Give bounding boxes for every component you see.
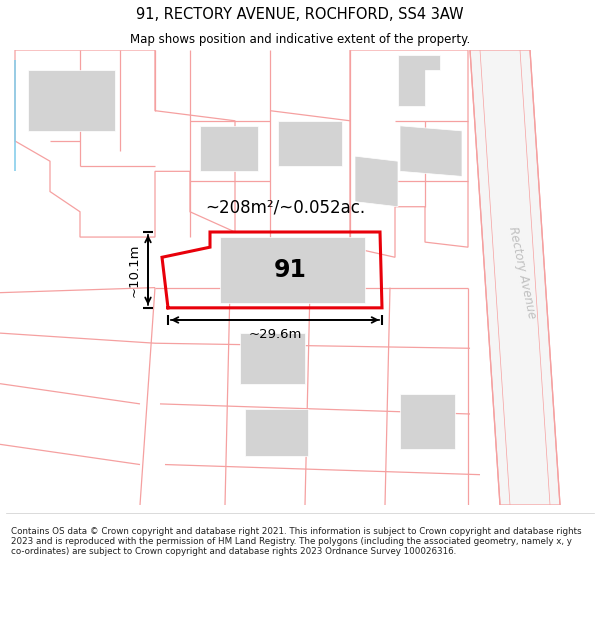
Polygon shape <box>400 126 462 176</box>
Text: 91: 91 <box>274 258 307 282</box>
Text: Map shows position and indicative extent of the property.: Map shows position and indicative extent… <box>130 32 470 46</box>
Polygon shape <box>355 156 398 207</box>
Polygon shape <box>278 121 342 166</box>
Text: Rectory Avenue: Rectory Avenue <box>506 225 538 320</box>
Polygon shape <box>200 126 258 171</box>
Polygon shape <box>350 50 468 258</box>
Polygon shape <box>240 333 305 384</box>
Text: ~10.1m: ~10.1m <box>128 244 141 297</box>
Text: 91, RECTORY AVENUE, ROCHFORD, SS4 3AW: 91, RECTORY AVENUE, ROCHFORD, SS4 3AW <box>136 6 464 21</box>
Polygon shape <box>220 237 365 302</box>
Polygon shape <box>245 409 308 456</box>
Polygon shape <box>15 50 235 237</box>
Polygon shape <box>28 70 115 131</box>
Text: Contains OS data © Crown copyright and database right 2021. This information is : Contains OS data © Crown copyright and d… <box>11 527 581 556</box>
Polygon shape <box>400 394 455 449</box>
Text: ~208m²/~0.052ac.: ~208m²/~0.052ac. <box>205 199 365 217</box>
Polygon shape <box>398 55 440 106</box>
Text: ~29.6m: ~29.6m <box>248 328 302 341</box>
Polygon shape <box>470 50 560 505</box>
